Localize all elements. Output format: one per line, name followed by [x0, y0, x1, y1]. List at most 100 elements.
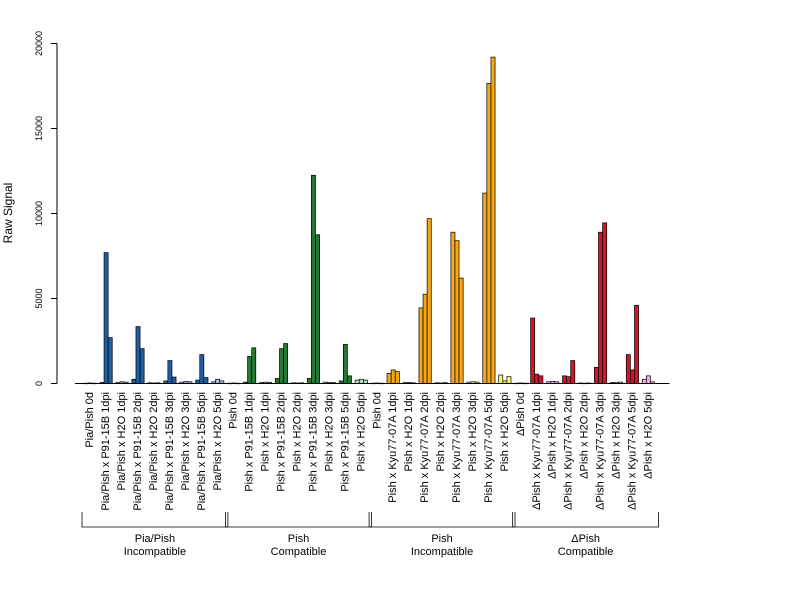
- x-tick-label: Pish x P91-15B 5dpi: [339, 392, 351, 492]
- bar: [450, 231, 456, 384]
- x-tick-label: ΔPish x Kyu77-07A 2dpi: [563, 392, 575, 510]
- group-bracket: [225, 512, 372, 528]
- bar: [135, 326, 141, 384]
- x-tick-label: Pish 0d: [371, 392, 383, 429]
- group-bracket: [81, 512, 229, 528]
- group-label: Pia/Pish: [135, 533, 175, 545]
- x-tick-label: Pia/Pish 0d: [84, 392, 96, 448]
- x-tick-label: Pish x H2O 2dpi: [435, 392, 447, 471]
- bar: [562, 375, 567, 384]
- bar: [283, 343, 289, 384]
- group-sublabel: Incompatible: [124, 546, 186, 558]
- x-tick-label: Pish x P91-15B 3dpi: [307, 392, 319, 492]
- bar: [538, 375, 544, 384]
- group-brackets: Pia/PishIncompatiblePishCompatiblePishIn…: [81, 512, 659, 558]
- x-tick-label: Pia/Pish x P91-15B 2dpi: [132, 392, 144, 511]
- bar: [630, 369, 635, 384]
- x-tick-label: Pia/Pish x P91-15B 3dpi: [164, 392, 176, 511]
- y-axis-label: Raw Signal: [1, 183, 15, 244]
- bar: [490, 56, 496, 384]
- x-tick-label: Pish x H2O 3dpi: [323, 392, 335, 471]
- bar: [354, 379, 360, 384]
- bar: [275, 378, 280, 384]
- group-sublabel: Compatible: [271, 546, 327, 558]
- x-tick-label: ΔPish x H2O 2dpi: [579, 392, 591, 479]
- bar: [386, 372, 392, 384]
- plot-area: [75, 56, 670, 385]
- y-tick-label: 15000: [34, 116, 44, 141]
- bar: [203, 377, 209, 384]
- x-tick-label: ΔPish 0d: [515, 392, 527, 436]
- bar: [363, 379, 368, 384]
- x-tick-label: Pish x P91-15B 2dpi: [276, 392, 288, 492]
- bar: [215, 378, 221, 384]
- bar: [251, 347, 257, 384]
- x-tick-label: Pish x Kyu77-07A 2dpi: [419, 392, 431, 503]
- bar: [426, 218, 432, 384]
- x-axis: Pia/Pish 0d Pia/Pish x P91-15B 1dpi Pia/Pi…: [84, 392, 654, 511]
- x-tick-label: ΔPish x Kyu77-07A 5dpi: [626, 392, 638, 510]
- x-tick-label: Pish x H2O 1dpi: [403, 392, 415, 471]
- x-tick-label: Pish x H2O 1dpi: [260, 392, 272, 471]
- x-tick-label: ΔPish x H2O 1dpi: [547, 392, 559, 479]
- bar: [641, 378, 647, 384]
- bar: [566, 376, 572, 384]
- bar: [390, 369, 396, 384]
- x-tick-label: Pia/Pish x P91-15B 1dpi: [100, 392, 112, 511]
- x-tick-label: Pish x H2O 3dpi: [467, 392, 479, 471]
- x-tick-label: Pia/Pish x H2O 1dpi: [116, 392, 128, 490]
- bar: [506, 376, 512, 384]
- x-tick-label: Pish x H2O 5dpi: [499, 392, 511, 471]
- bar: [498, 374, 504, 384]
- bar: [306, 378, 312, 384]
- x-tick-label: Pish 0d: [228, 392, 240, 429]
- x-tick-label: Pia/Pish x H2O 5dpi: [212, 392, 224, 490]
- y-tick-label: 10000: [34, 201, 44, 226]
- group-bracket: [512, 512, 659, 528]
- bar: [418, 307, 424, 384]
- x-tick-label: ΔPish x H2O 3dpi: [611, 392, 623, 479]
- bar: [594, 367, 599, 384]
- bar: [107, 337, 113, 384]
- bar: [458, 277, 464, 384]
- bar: [167, 360, 173, 384]
- bar: [247, 355, 253, 384]
- x-tick-label: Pish x Kyu77-07A 5dpi: [483, 392, 495, 503]
- bar: [394, 371, 400, 384]
- x-tick-label: Pish x H2O 2dpi: [292, 392, 304, 471]
- bar: [342, 344, 348, 384]
- group-sublabel: Compatible: [558, 546, 614, 558]
- bar: [103, 252, 109, 384]
- y-tick-label: 5000: [34, 288, 44, 308]
- x-tick-label: Pish x Kyu77-07A 1dpi: [387, 392, 399, 503]
- x-tick-label: Pia/Pish x H2O 3dpi: [180, 392, 192, 490]
- bar: [570, 360, 576, 384]
- group-sublabel: Incompatible: [411, 546, 473, 558]
- bar: [454, 240, 460, 384]
- bar: [634, 304, 639, 384]
- bar: [199, 354, 205, 384]
- bar: [598, 231, 603, 384]
- bar: [315, 234, 320, 384]
- y-tick-label: 20000: [34, 31, 44, 56]
- bar: [422, 293, 428, 384]
- y-tick-label: 0: [34, 381, 44, 386]
- bar: [131, 378, 137, 384]
- x-tick-label: ΔPish x Kyu77-07A 1dpi: [531, 392, 543, 510]
- x-tick-label: Pish x H2O 5dpi: [355, 392, 367, 471]
- group-bracket: [368, 512, 516, 528]
- x-tick-label: Pish x Kyu77-07A 3dpi: [451, 392, 463, 503]
- bar: [311, 174, 316, 384]
- group-label: Pish: [431, 533, 452, 545]
- bar: [530, 317, 536, 384]
- bar: [171, 376, 177, 384]
- group-label: ΔPish: [571, 533, 600, 545]
- x-tick-label: Pish x P91-15B 1dpi: [244, 392, 256, 492]
- x-tick-label: ΔPish x H2O 5dpi: [642, 392, 654, 479]
- bar: [625, 354, 631, 384]
- bar: [358, 378, 364, 384]
- x-tick-label: Pia/Pish x P91-15B 5dpi: [196, 392, 208, 511]
- bar: [279, 348, 284, 384]
